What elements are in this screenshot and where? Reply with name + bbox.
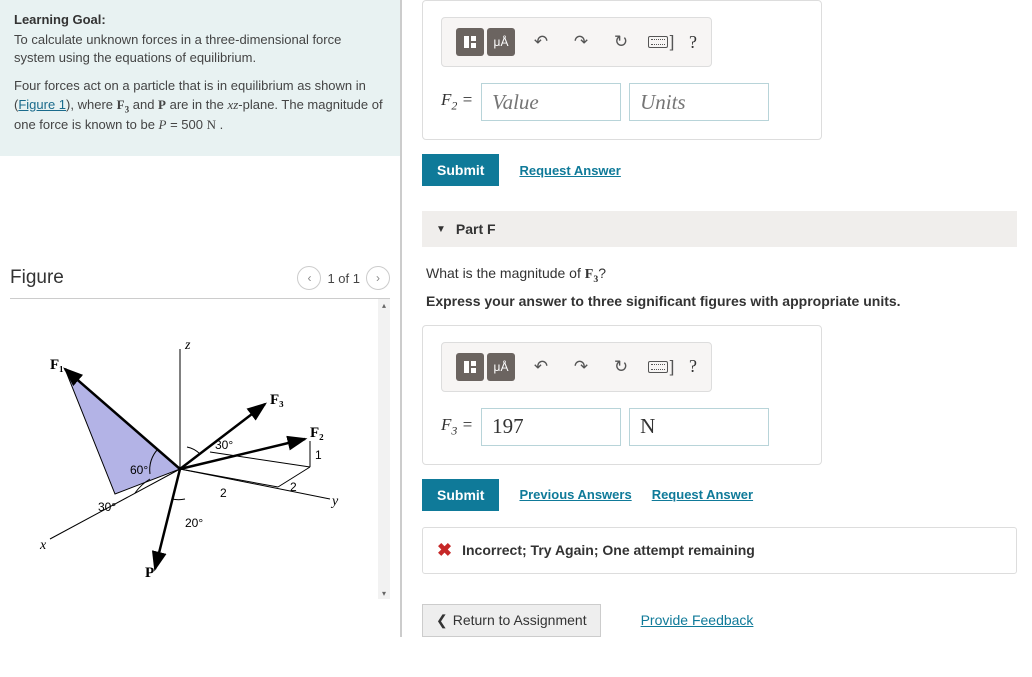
svg-text:60°: 60° xyxy=(130,463,148,477)
scroll-down-icon[interactable]: ▾ xyxy=(378,587,390,599)
chevron-left-icon: ❮ xyxy=(436,612,448,629)
redo-icon[interactable]: ↷ xyxy=(567,353,595,381)
svg-text:2: 2 xyxy=(290,480,297,494)
force-diagram: z y x F₁ 60° 30° F₃ 30° xyxy=(20,319,350,579)
help-icon[interactable]: ? xyxy=(689,356,697,377)
answer-panel-f: μÅ ↶ ↷ ↻ ] ? F3 = xyxy=(422,325,822,465)
scroll-up-icon[interactable]: ▴ xyxy=(378,299,390,311)
svg-text:30°: 30° xyxy=(215,438,233,452)
svg-text:20°: 20° xyxy=(185,516,203,530)
incorrect-icon: ✖ xyxy=(437,540,452,561)
goal-title: Learning Goal: xyxy=(14,12,386,27)
request-answer-link-e[interactable]: Request Answer xyxy=(519,163,620,178)
figure-pager: ‹ 1 of 1 › xyxy=(297,266,390,290)
provide-feedback-link[interactable]: Provide Feedback xyxy=(641,612,754,628)
figure-section: Figure ‹ 1 of 1 › ▴ ▾ xyxy=(0,266,400,599)
part-f-question: What is the magnitude of F3? xyxy=(422,265,1017,285)
value-input-e[interactable] xyxy=(481,83,621,121)
undo-icon[interactable]: ↶ xyxy=(527,353,555,381)
feedback-text: Incorrect; Try Again; One attempt remain… xyxy=(462,542,755,558)
template-icon[interactable] xyxy=(456,28,484,56)
svg-text:1: 1 xyxy=(315,448,322,462)
part-e-block: μÅ ↶ ↷ ↻ ] ? F2 = Submit Request Answer xyxy=(422,0,1017,186)
goal-p2: Four forces act on a particle that is in… xyxy=(14,77,386,134)
symbols-icon[interactable]: μÅ xyxy=(487,28,515,56)
units-input-f[interactable] xyxy=(629,408,769,446)
previous-answers-link[interactable]: Previous Answers xyxy=(519,487,631,502)
caret-down-icon: ▼ xyxy=(436,224,446,235)
symbols-icon[interactable]: μÅ xyxy=(487,353,515,381)
svg-text:F₂: F₂ xyxy=(310,425,324,441)
input-row-e: F2 = xyxy=(441,83,803,121)
help-icon[interactable]: ? xyxy=(689,32,697,53)
reset-icon[interactable]: ↻ xyxy=(607,28,635,56)
toolbar-f: μÅ ↶ ↷ ↻ ] ? xyxy=(441,342,712,392)
figure-link[interactable]: Figure 1 xyxy=(18,97,66,112)
bottom-bar: ❮ Return to Assignment Provide Feedback xyxy=(422,604,1017,637)
figure-title: Figure xyxy=(10,267,64,289)
var-label-f: F3 = xyxy=(441,415,473,438)
input-row-f: F3 = xyxy=(441,408,803,446)
toolbar-e: μÅ ↶ ↷ ↻ ] ? xyxy=(441,17,712,67)
part-f-header[interactable]: ▼ Part F xyxy=(422,211,1017,247)
keyboard-icon[interactable]: ] xyxy=(647,28,675,56)
units-input-e[interactable] xyxy=(629,83,769,121)
answer-panel-e: μÅ ↶ ↷ ↻ ] ? F2 = xyxy=(422,0,822,140)
keyboard-icon[interactable]: ] xyxy=(647,353,675,381)
part-f-instruction: Express your answer to three significant… xyxy=(422,293,1017,309)
svg-text:F₁: F₁ xyxy=(50,357,64,373)
svg-text:P: P xyxy=(145,565,154,579)
svg-text:x: x xyxy=(39,538,47,553)
request-answer-link-f[interactable]: Request Answer xyxy=(652,487,753,502)
template-icon[interactable] xyxy=(456,353,484,381)
feedback-box: ✖ Incorrect; Try Again; One attempt rema… xyxy=(422,527,1017,574)
goal-p1: To calculate unknown forces in a three-d… xyxy=(14,31,386,67)
value-input-f[interactable] xyxy=(481,408,621,446)
svg-text:2: 2 xyxy=(220,486,227,500)
undo-icon[interactable]: ↶ xyxy=(527,28,555,56)
goal-text: To calculate unknown forces in a three-d… xyxy=(14,31,386,134)
redo-icon[interactable]: ↷ xyxy=(567,28,595,56)
var-label-e: F2 = xyxy=(441,90,473,113)
figure-body: ▴ ▾ z y x xyxy=(10,299,390,599)
reset-icon[interactable]: ↻ xyxy=(607,353,635,381)
svg-text:F₃: F₃ xyxy=(270,392,284,408)
part-f-title: Part F xyxy=(456,221,496,237)
pager-prev-button[interactable]: ‹ xyxy=(297,266,321,290)
svg-text:y: y xyxy=(330,494,339,509)
return-button[interactable]: ❮ Return to Assignment xyxy=(422,604,601,637)
pager-next-button[interactable]: › xyxy=(366,266,390,290)
part-f-block: μÅ ↶ ↷ ↻ ] ? F3 = Submit Previous Answer… xyxy=(422,325,1017,574)
svg-text:30°: 30° xyxy=(98,500,116,514)
submit-button-e[interactable]: Submit xyxy=(422,154,499,186)
pager-text: 1 of 1 xyxy=(327,271,360,286)
svg-text:z: z xyxy=(184,338,191,353)
learning-goal-box: Learning Goal: To calculate unknown forc… xyxy=(0,0,400,156)
submit-button-f[interactable]: Submit xyxy=(422,479,499,511)
